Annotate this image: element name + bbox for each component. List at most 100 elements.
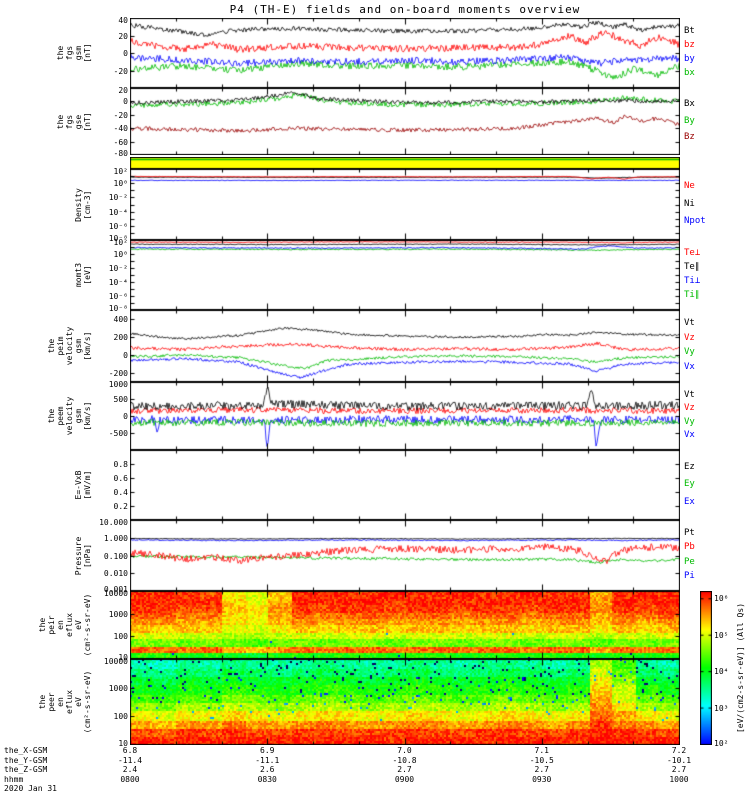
colorbar-tick-label: 10⁵ — [714, 630, 729, 640]
panel-axis-label: (cm²-s-sr-eV) — [83, 670, 92, 734]
panel-fgs-gsm — [130, 18, 680, 88]
axis-row-value: -11.4 — [117, 755, 143, 765]
date-label: 2020 Jan 31 — [4, 784, 57, 793]
legend-label-Vy: Vy — [684, 347, 695, 358]
axis-row-label-the_Z-GSM: the_Z-GSM — [4, 765, 48, 774]
y-tick-label: -40 — [113, 124, 128, 134]
panel-peer-eflux — [130, 659, 680, 745]
legend-label-Ne: Ne — [684, 180, 695, 191]
legend-label-Ni: Ni — [684, 198, 695, 209]
panel-peem-velocity — [130, 382, 680, 450]
axis-row-value: 2.7 — [534, 765, 549, 774]
panel-peir-eflux — [130, 591, 680, 659]
colorbar-tick-label: 10² — [714, 739, 729, 748]
y-tick-label: 10⁻⁴ — [108, 278, 128, 287]
axis-row-value: -10.5 — [529, 755, 554, 765]
legend-label-Bz: Bz — [684, 132, 695, 143]
y-tick-label: 20 — [118, 86, 128, 95]
y-tick-label: 10 — [118, 653, 128, 662]
y-tick-label: 10000 — [103, 589, 128, 598]
y-tick-label: 10⁻⁶ — [108, 292, 128, 301]
axis-row-value: 6.8 — [122, 746, 138, 755]
colorbar-unit-label: [eV/(cm2-s-sr-eV)] (All Qs) — [736, 602, 745, 734]
y-tick-label: 10⁻⁸ — [108, 234, 128, 243]
legend-label-Bx: Bx — [684, 98, 695, 109]
axis-row-value: 0830 — [257, 774, 277, 784]
y-tick-label: 1000 — [108, 380, 128, 389]
y-tick-label: 10⁻² — [108, 193, 128, 203]
y-tick-label: 0.010 — [103, 569, 128, 579]
y-tick-label: -500 — [108, 429, 128, 438]
y-tick-label: 1000 — [108, 609, 128, 619]
legend-label-Vx: Vx — [684, 430, 695, 441]
y-tick-label: 10⁻⁶ — [108, 221, 128, 231]
legend-label-Vt: Vt — [684, 318, 695, 329]
axis-row-value: -10.1 — [666, 755, 692, 765]
y-tick-label: 100 — [113, 712, 128, 722]
legend-label-Vz: Vz — [684, 332, 695, 343]
legend-label-Ti⊥: Ti⊥ — [684, 276, 701, 286]
legend-label-Ey: Ey — [684, 479, 695, 489]
y-tick-label: 10² — [113, 238, 128, 247]
colorbar-tick-label: 10³ — [714, 703, 729, 713]
plot-title: P4 (TH-E) fields and on-board moments ov… — [229, 3, 581, 16]
axis-row-value: 2.4 — [122, 765, 138, 774]
axis-row-value: 2.6 — [260, 765, 275, 774]
y-tick-label: 0 — [123, 412, 128, 421]
colorbar-tick-label: 10⁶ — [714, 594, 729, 604]
legend-label-Vz: Vz — [684, 403, 695, 414]
axis-row-value: -11.1 — [255, 755, 280, 765]
y-tick-label: 10000 — [103, 657, 128, 666]
y-tick-label: 0.8 — [113, 460, 128, 469]
legend-label-Pb: Pb — [684, 542, 695, 553]
legend-label-Vt: Vt — [684, 389, 695, 400]
y-tick-label: 10⁻² — [108, 264, 128, 273]
panel-momt3 — [130, 240, 680, 310]
panel-roi-bar — [130, 157, 680, 169]
legend-label-Vy: Vy — [684, 416, 695, 427]
axis-row-label-hhmm: hhmm — [4, 774, 24, 784]
y-tick-label: 100 — [113, 632, 128, 642]
axis-row-value: 1000 — [669, 774, 689, 784]
y-tick-label: 10² — [113, 167, 128, 176]
y-tick-label: 0 — [123, 351, 128, 360]
panel-efield — [130, 450, 680, 520]
y-tick-label: 10 — [118, 739, 128, 748]
legend-label-Pt: Pt — [684, 528, 695, 539]
panel-fgs-gse — [130, 88, 680, 155]
y-tick-label: 1000 — [108, 683, 128, 693]
colorbar — [700, 591, 712, 745]
legend-label-bz: bz — [684, 40, 695, 50]
axis-row-value: 7.0 — [397, 746, 412, 755]
y-tick-label: 0.6 — [113, 474, 128, 483]
legend-label-bx: bx — [684, 68, 695, 78]
y-tick-label: 10.000 — [99, 518, 128, 527]
y-tick-label: 10⁻⁴ — [108, 207, 128, 217]
axis-row-value: -10.8 — [392, 755, 417, 765]
legend-label-By: By — [684, 115, 695, 126]
y-tick-label: 0 — [123, 97, 128, 107]
y-tick-label: -80 — [113, 149, 128, 158]
legend-label-by: by — [684, 54, 695, 64]
axis-row-value: 0900 — [394, 774, 415, 784]
y-tick-label: 0 — [123, 49, 128, 58]
axis-row-label-the_Y-GSM: the_Y-GSM — [4, 755, 48, 765]
axis-row-value: 0930 — [532, 774, 552, 784]
legend-label-Ti∥: Ti∥ — [684, 290, 700, 300]
legend-label-Ex: Ex — [684, 496, 695, 507]
y-tick-label: 10⁰ — [113, 179, 128, 189]
axis-row-value: 0800 — [120, 774, 140, 784]
y-tick-label: 0.2 — [113, 502, 128, 511]
panel-peim-velocity — [130, 310, 680, 382]
y-tick-label: 40 — [118, 16, 128, 25]
legend-label-Vx: Vx — [684, 361, 695, 372]
y-tick-label: -60 — [113, 137, 128, 147]
y-tick-label: 0.4 — [113, 488, 128, 497]
axis-row-value: 2.7 — [397, 765, 412, 774]
axis-row-value: 6.9 — [260, 746, 275, 755]
axis-row-value: 2.7 — [671, 765, 687, 774]
y-tick-label: 0.100 — [103, 551, 128, 561]
axis-row-value: 7.1 — [534, 746, 549, 755]
panel-density — [130, 169, 680, 240]
